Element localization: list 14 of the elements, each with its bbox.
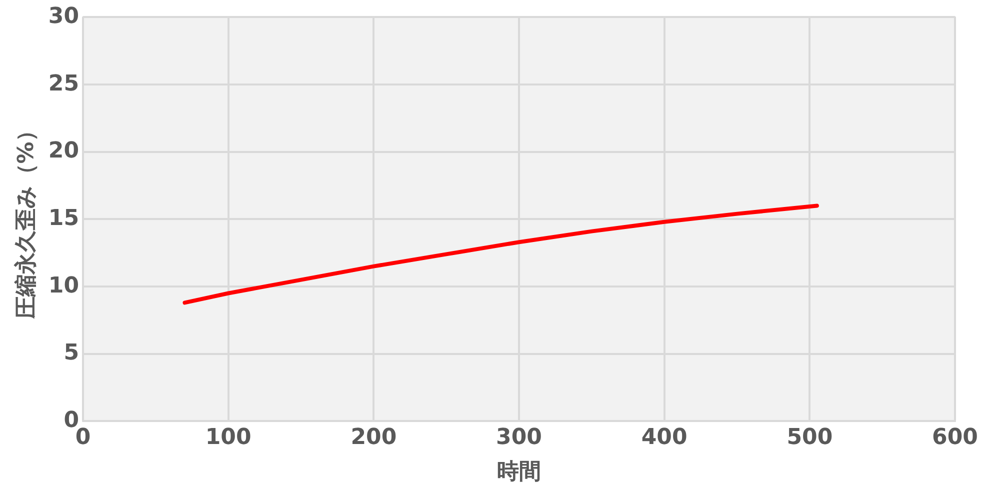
y-tick-label: 10 — [48, 273, 80, 298]
x-tick-label: 300 — [496, 425, 542, 450]
x-axis-title: 時間 — [497, 460, 542, 485]
y-axis-title: 圧縮永久歪み（%） — [12, 120, 39, 320]
y-tick-label: 5 — [64, 340, 80, 366]
y-tick-label: 30 — [48, 4, 80, 29]
x-tick-label: 400 — [641, 425, 688, 450]
y-tick-label: 20 — [48, 138, 80, 164]
x-tick-label: 100 — [205, 425, 252, 450]
x-tick-label: 200 — [350, 425, 397, 450]
y-tick-label: 25 — [48, 71, 80, 96]
x-tick-label: 600 — [932, 425, 978, 450]
y-tick-label: 15 — [48, 206, 80, 231]
x-tick-label: 500 — [786, 425, 833, 450]
